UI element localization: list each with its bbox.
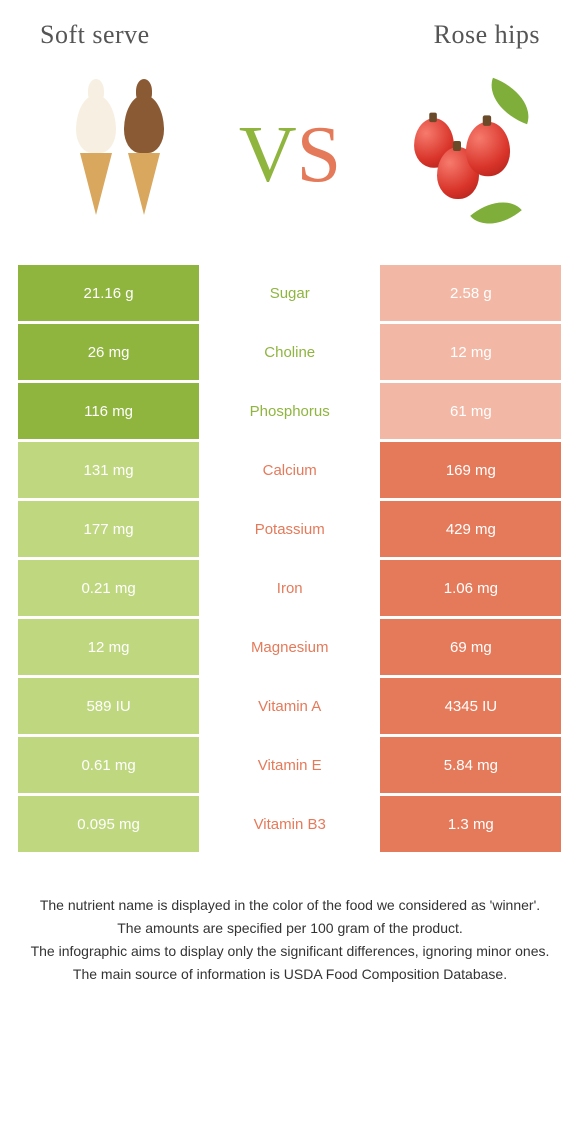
right-value: 5.84 mg <box>380 737 561 793</box>
nutrient-label: Vitamin B3 <box>199 796 380 852</box>
left-title: Soft serve <box>40 20 150 50</box>
right-value: 169 mg <box>380 442 561 498</box>
footer-line: The nutrient name is displayed in the co… <box>30 895 550 916</box>
footer-line: The main source of information is USDA F… <box>30 964 550 985</box>
left-value: 21.16 g <box>18 265 199 321</box>
nutrient-label: Calcium <box>199 442 380 498</box>
nutrient-label: Magnesium <box>199 619 380 675</box>
left-value: 116 mg <box>18 383 199 439</box>
nutrient-label: Iron <box>199 560 380 616</box>
table-row: 116 mgPhosphorus61 mg <box>18 383 562 439</box>
table-row: 177 mgPotassium429 mg <box>18 501 562 557</box>
nutrient-label: Potassium <box>199 501 380 557</box>
nutrient-label: Phosphorus <box>199 383 380 439</box>
table-row: 0.095 mgVitamin B31.3 mg <box>18 796 562 852</box>
left-value: 0.61 mg <box>18 737 199 793</box>
footer-line: The infographic aims to display only the… <box>30 941 550 962</box>
footer-line: The amounts are specified per 100 gram o… <box>30 918 550 939</box>
soft-serve-image <box>40 75 200 235</box>
right-title: Rose hips <box>434 20 540 50</box>
table-row: 131 mgCalcium169 mg <box>18 442 562 498</box>
right-value: 429 mg <box>380 501 561 557</box>
nutrient-label: Choline <box>199 324 380 380</box>
table-row: 0.61 mgVitamin E5.84 mg <box>18 737 562 793</box>
left-value: 12 mg <box>18 619 199 675</box>
nutrient-label: Vitamin A <box>199 678 380 734</box>
footer-notes: The nutrient name is displayed in the co… <box>0 855 580 985</box>
nutrient-label: Vitamin E <box>199 737 380 793</box>
vs-v: V <box>239 111 297 199</box>
table-row: 26 mgCholine12 mg <box>18 324 562 380</box>
right-value: 61 mg <box>380 383 561 439</box>
vs-s: S <box>297 111 342 199</box>
right-value: 2.58 g <box>380 265 561 321</box>
right-value: 1.06 mg <box>380 560 561 616</box>
infographic: Soft serve Rose hips VS 21.16 <box>0 0 580 1007</box>
right-value: 4345 IU <box>380 678 561 734</box>
table-row: 589 IUVitamin A4345 IU <box>18 678 562 734</box>
rose-hips-image <box>380 75 540 235</box>
table-row: 21.16 gSugar2.58 g <box>18 265 562 321</box>
right-value: 12 mg <box>380 324 561 380</box>
nutrient-label: Sugar <box>199 265 380 321</box>
left-value: 589 IU <box>18 678 199 734</box>
table-row: 0.21 mgIron1.06 mg <box>18 560 562 616</box>
left-value: 26 mg <box>18 324 199 380</box>
comparison-table: 21.16 gSugar2.58 g26 mgCholine12 mg116 m… <box>0 265 580 852</box>
header: Soft serve Rose hips <box>0 20 580 50</box>
left-value: 177 mg <box>18 501 199 557</box>
left-value: 0.21 mg <box>18 560 199 616</box>
right-value: 69 mg <box>380 619 561 675</box>
left-value: 0.095 mg <box>18 796 199 852</box>
right-value: 1.3 mg <box>380 796 561 852</box>
vs-label: VS <box>239 110 341 201</box>
left-value: 131 mg <box>18 442 199 498</box>
image-row: VS <box>0 75 580 235</box>
table-row: 12 mgMagnesium69 mg <box>18 619 562 675</box>
